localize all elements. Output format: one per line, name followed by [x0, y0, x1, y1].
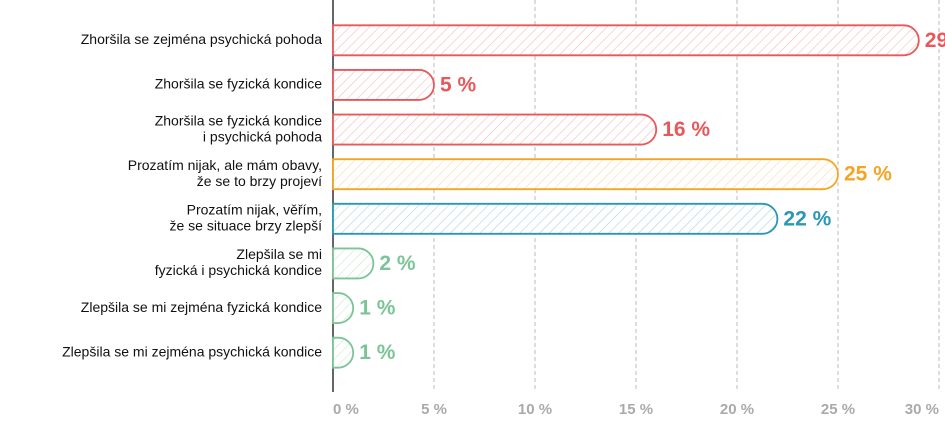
value-label: 2 % [379, 252, 416, 275]
value-label: 25 % [844, 163, 892, 186]
value-label: 22 % [783, 207, 831, 230]
x-tick-label: 30 % [905, 401, 939, 418]
value-label: 5 % [440, 73, 477, 96]
value-label: 1 % [359, 341, 396, 364]
x-tick-label: 20 % [720, 401, 754, 418]
category-label: Zhoršila se fyzická kondice [155, 112, 323, 128]
bar [332, 247, 375, 280]
category-label: Prozatím nijak, věřím, [187, 202, 322, 218]
value-label: 1 % [359, 297, 396, 320]
category-label: i psychická pohoda [203, 128, 322, 144]
category-label: Zhoršila se zejména psychická pohoda [81, 31, 322, 47]
category-label: Zlepšila se mi [236, 246, 322, 262]
category-label: Prozatím nijak, ale mám obavy, [128, 157, 322, 173]
bar [332, 336, 355, 369]
category-label: fyzická i psychická kondice [155, 262, 323, 278]
category-label: Zlepšila se mi zejména psychická kondice [62, 343, 322, 359]
x-tick-label: 0 % [333, 401, 359, 418]
category-label: Zhoršila se fyzická kondice [155, 76, 323, 92]
value-label: 29 % [925, 29, 945, 52]
bar [332, 202, 779, 235]
x-tick-label: 10 % [518, 401, 552, 418]
category-label: Zlepšila se mi zejména fyzická kondice [81, 299, 322, 315]
category-label: že se to brzy projeví [197, 173, 322, 189]
value-label: 16 % [662, 118, 710, 141]
bar [332, 113, 658, 146]
x-tick-label: 5 % [421, 401, 447, 418]
bar [332, 292, 355, 324]
category-label: že se situace brzy zlepší [169, 218, 322, 234]
x-tick-label: 25 % [821, 401, 855, 418]
bar [332, 24, 920, 57]
bar [332, 69, 435, 101]
x-tick-label: 15 % [619, 401, 653, 418]
bar [332, 158, 839, 191]
